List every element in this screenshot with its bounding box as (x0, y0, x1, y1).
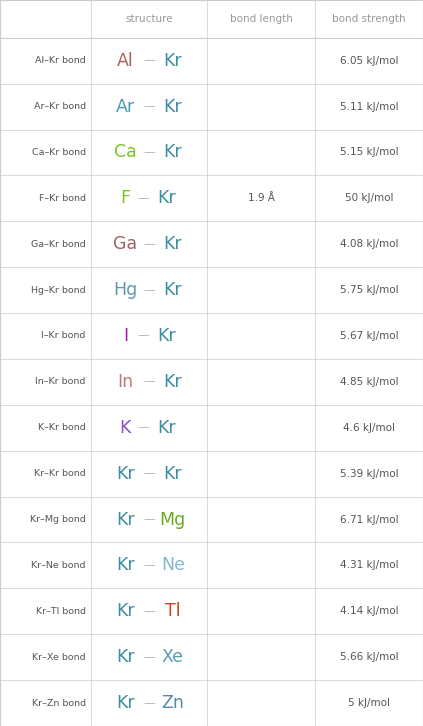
Text: F–Kr bond: F–Kr bond (39, 194, 86, 203)
Text: Kr: Kr (116, 510, 135, 529)
Text: Al: Al (117, 52, 134, 70)
Text: 5 kJ/mol: 5 kJ/mol (348, 698, 390, 708)
Text: —: — (143, 605, 155, 618)
Text: Kr: Kr (163, 52, 182, 70)
Text: —: — (143, 696, 155, 709)
Text: Ar–Kr bond: Ar–Kr bond (34, 102, 86, 111)
Text: 5.67 kJ/mol: 5.67 kJ/mol (340, 331, 398, 341)
Text: structure: structure (125, 14, 173, 24)
Text: Ca: Ca (114, 144, 137, 161)
Text: Kr–Zn bond: Kr–Zn bond (32, 698, 86, 708)
Text: Xe: Xe (162, 648, 184, 666)
Text: —: — (143, 100, 155, 113)
Text: K: K (120, 419, 131, 437)
Text: In–Kr bond: In–Kr bond (36, 378, 86, 386)
Text: F: F (121, 189, 130, 208)
Text: Kr–Xe bond: Kr–Xe bond (32, 653, 86, 661)
Text: I–Kr bond: I–Kr bond (41, 332, 86, 340)
Text: —: — (143, 237, 155, 250)
Text: Kr: Kr (163, 235, 182, 253)
Text: Kr: Kr (157, 419, 176, 437)
Text: Ga–Kr bond: Ga–Kr bond (31, 240, 86, 249)
Text: Kr: Kr (163, 373, 182, 391)
Text: I: I (123, 327, 128, 345)
Text: Kr: Kr (157, 327, 176, 345)
Text: Zn: Zn (161, 694, 184, 712)
Text: Kr–Mg bond: Kr–Mg bond (30, 515, 86, 524)
Text: —: — (143, 650, 155, 664)
Text: bond strength: bond strength (332, 14, 406, 24)
Text: Kr–Ne bond: Kr–Ne bond (31, 561, 86, 570)
Text: 5.75 kJ/mol: 5.75 kJ/mol (340, 285, 398, 295)
Text: —: — (143, 467, 155, 480)
Text: 5.15 kJ/mol: 5.15 kJ/mol (340, 147, 398, 158)
Text: Kr: Kr (116, 648, 135, 666)
Text: Kr: Kr (163, 465, 182, 483)
Text: Ga: Ga (113, 235, 137, 253)
Text: Kr: Kr (116, 465, 135, 483)
Text: —: — (137, 192, 149, 205)
Text: 4.85 kJ/mol: 4.85 kJ/mol (340, 377, 398, 387)
Text: K–Kr bond: K–Kr bond (38, 423, 86, 432)
Text: Kr: Kr (163, 97, 182, 115)
Text: Kr: Kr (163, 144, 182, 161)
Text: 6.05 kJ/mol: 6.05 kJ/mol (340, 56, 398, 65)
Text: Hg–Kr bond: Hg–Kr bond (31, 285, 86, 295)
Text: 4.31 kJ/mol: 4.31 kJ/mol (340, 560, 398, 571)
Text: 1.9 Å: 1.9 Å (248, 193, 275, 203)
Text: 6.71 kJ/mol: 6.71 kJ/mol (340, 515, 398, 524)
Text: 5.11 kJ/mol: 5.11 kJ/mol (340, 102, 398, 112)
Text: —: — (143, 559, 155, 572)
Text: —: — (137, 330, 149, 343)
Text: 5.39 kJ/mol: 5.39 kJ/mol (340, 469, 398, 478)
Text: In: In (117, 373, 134, 391)
Text: Kr: Kr (163, 281, 182, 299)
Text: Tl: Tl (165, 603, 181, 620)
Text: —: — (137, 421, 149, 434)
Text: Kr: Kr (116, 556, 135, 574)
Text: —: — (143, 284, 155, 297)
Text: Kr–Tl bond: Kr–Tl bond (36, 607, 86, 616)
Text: Ar: Ar (116, 97, 135, 115)
Text: —: — (143, 375, 155, 388)
Text: Mg: Mg (159, 510, 186, 529)
Text: bond length: bond length (230, 14, 293, 24)
Text: Kr–Kr bond: Kr–Kr bond (34, 469, 86, 478)
Text: —: — (143, 54, 155, 68)
Text: 50 kJ/mol: 50 kJ/mol (345, 193, 393, 203)
Text: 4.6 kJ/mol: 4.6 kJ/mol (343, 423, 395, 433)
Text: Kr: Kr (157, 189, 176, 208)
Text: 5.66 kJ/mol: 5.66 kJ/mol (340, 652, 398, 662)
Text: —: — (143, 513, 155, 526)
Text: Kr: Kr (116, 694, 135, 712)
Text: 4.14 kJ/mol: 4.14 kJ/mol (340, 606, 398, 616)
Text: —: — (143, 146, 155, 159)
Text: Al–Kr bond: Al–Kr bond (35, 56, 86, 65)
Text: 4.08 kJ/mol: 4.08 kJ/mol (340, 240, 398, 249)
Text: Ne: Ne (161, 556, 185, 574)
Text: Kr: Kr (116, 603, 135, 620)
Text: Hg: Hg (113, 281, 137, 299)
Text: Ca–Kr bond: Ca–Kr bond (32, 148, 86, 157)
